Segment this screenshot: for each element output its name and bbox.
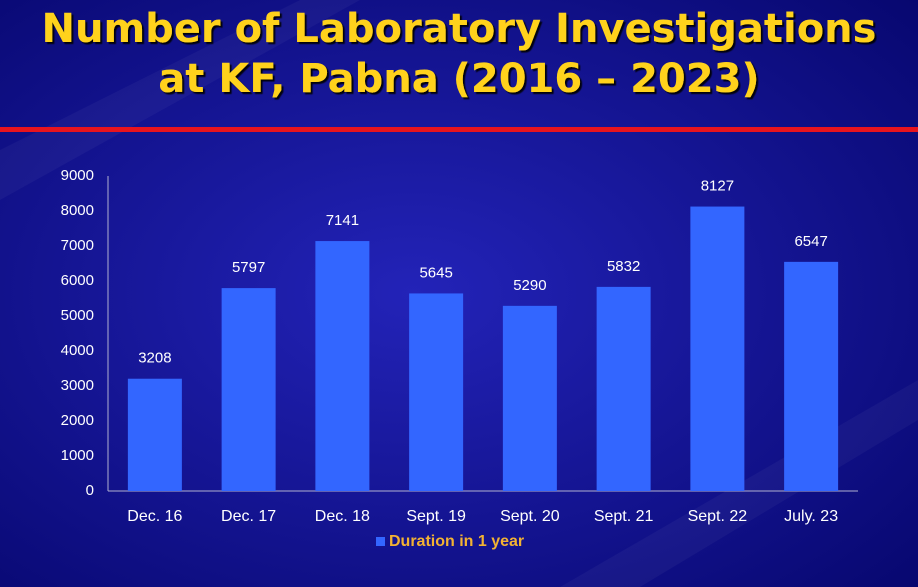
y-tick-label: 5000 — [61, 307, 94, 324]
x-tick-label: Dec. 17 — [221, 508, 276, 525]
y-tick-label: 4000 — [61, 342, 94, 359]
x-tick-label: July. 23 — [784, 508, 838, 525]
title-line: Number of Laboratory Investigations — [42, 6, 877, 52]
legend-label: Duration in 1 year — [389, 533, 524, 550]
divider — [0, 127, 918, 132]
bar — [502, 305, 557, 491]
legend-swatch — [376, 537, 385, 546]
bar — [596, 286, 651, 491]
y-tick-label: 8000 — [61, 202, 94, 219]
y-tick-label: 6000 — [61, 272, 94, 289]
bar — [127, 378, 182, 491]
title-line: at KF, Pabna (2016 – 2023) — [158, 56, 759, 102]
value-label: 5645 — [419, 264, 452, 281]
value-label: 3208 — [138, 350, 171, 367]
y-tick-label: 2000 — [61, 412, 94, 429]
bar — [690, 206, 745, 491]
bar — [409, 293, 464, 491]
value-label: 6547 — [794, 233, 827, 250]
y-tick-label: 3000 — [61, 377, 94, 394]
value-label: 7141 — [326, 212, 359, 229]
value-label: 5832 — [607, 258, 640, 275]
value-label: 5797 — [232, 259, 265, 276]
bar — [315, 241, 370, 491]
x-tick-label: Sept. 20 — [500, 508, 560, 525]
y-tick-label: 9000 — [61, 167, 94, 184]
y-tick-label: 7000 — [61, 237, 94, 254]
streak — [0, 0, 360, 200]
x-tick-label: Sept. 21 — [594, 508, 654, 525]
y-tick-label: 0 — [86, 482, 94, 499]
value-label: 5290 — [513, 277, 546, 294]
value-label: 8127 — [701, 178, 734, 195]
x-tick-label: Dec. 16 — [127, 508, 182, 525]
y-tick-label: 1000 — [61, 447, 94, 464]
x-tick-label: Sept. 22 — [688, 508, 748, 525]
x-tick-label: Sept. 19 — [406, 508, 466, 525]
x-tick-label: Dec. 18 — [315, 508, 370, 525]
bar — [221, 288, 276, 491]
bar — [784, 261, 839, 491]
